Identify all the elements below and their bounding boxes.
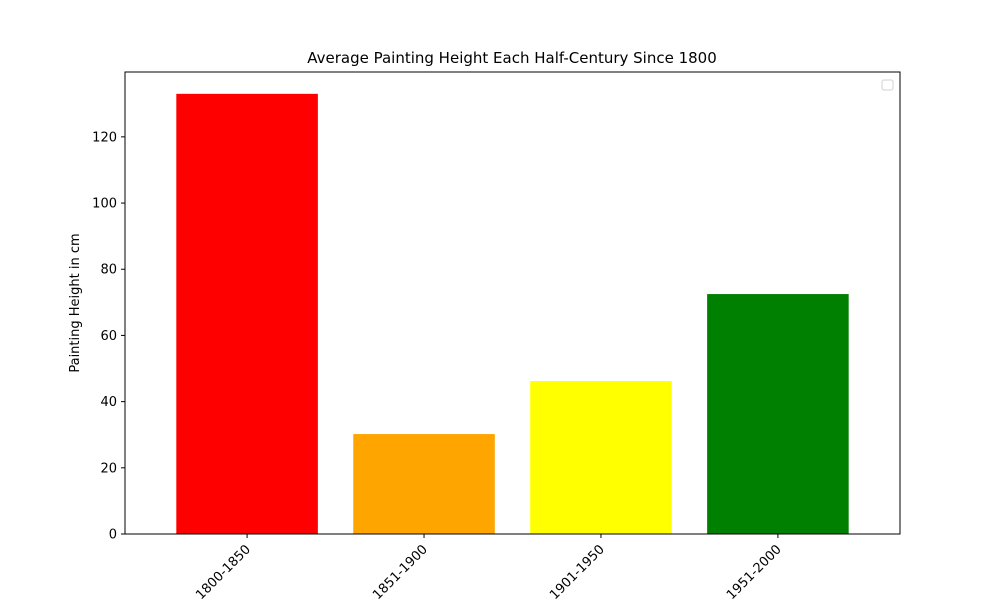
x-tick-label: 1951-2000 bbox=[724, 542, 785, 600]
x-tick-label: 1901-1950 bbox=[547, 542, 608, 600]
bar-1851-1900 bbox=[353, 434, 495, 534]
plot-frame bbox=[124, 71, 901, 535]
x-axis-ticks: 1800-1850 1851-1900 1901-1950 1951-2000 bbox=[193, 534, 785, 600]
legend-box bbox=[881, 79, 894, 91]
x-tick-label: 1800-1850 bbox=[193, 542, 254, 600]
y-tick-label: 0 bbox=[109, 528, 117, 543]
bar-1800-1850 bbox=[176, 93, 318, 534]
bar-1951-2000 bbox=[707, 294, 849, 534]
y-tick-label: 120 bbox=[92, 130, 117, 145]
chart-title: Average Painting Height Each Half-Centur… bbox=[307, 49, 717, 67]
y-tick-label: 40 bbox=[100, 395, 117, 410]
bars-group bbox=[176, 93, 849, 534]
y-tick-label: 20 bbox=[100, 461, 117, 476]
y-axis-label: Painting Height in cm bbox=[68, 233, 83, 372]
y-tick-label: 80 bbox=[100, 263, 117, 278]
y-axis-ticks: 0 20 40 60 80 100 120 bbox=[92, 130, 125, 543]
y-tick-label: 100 bbox=[92, 197, 117, 212]
x-tick-label: 1851-1900 bbox=[370, 542, 431, 600]
bar-1901-1950 bbox=[530, 381, 672, 534]
y-tick-label: 60 bbox=[100, 329, 117, 344]
